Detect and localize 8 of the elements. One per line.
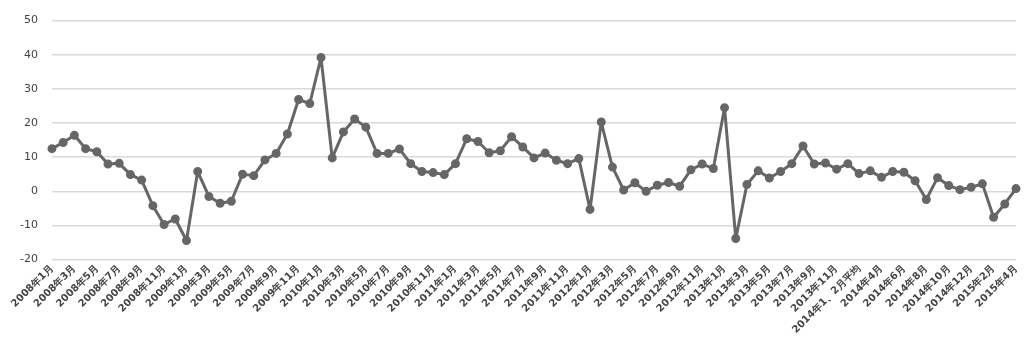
- y-tick-label: 20: [23, 115, 38, 129]
- y-tick-label: 40: [23, 47, 38, 61]
- y-tick-label: -20: [20, 252, 38, 266]
- y-tick-label: 0: [30, 184, 38, 198]
- y-tick-label: 30: [23, 81, 38, 95]
- y-tick-label: 10: [23, 150, 38, 164]
- y-tick-label: 50: [23, 13, 38, 27]
- y-tick-label: -10: [20, 218, 38, 232]
